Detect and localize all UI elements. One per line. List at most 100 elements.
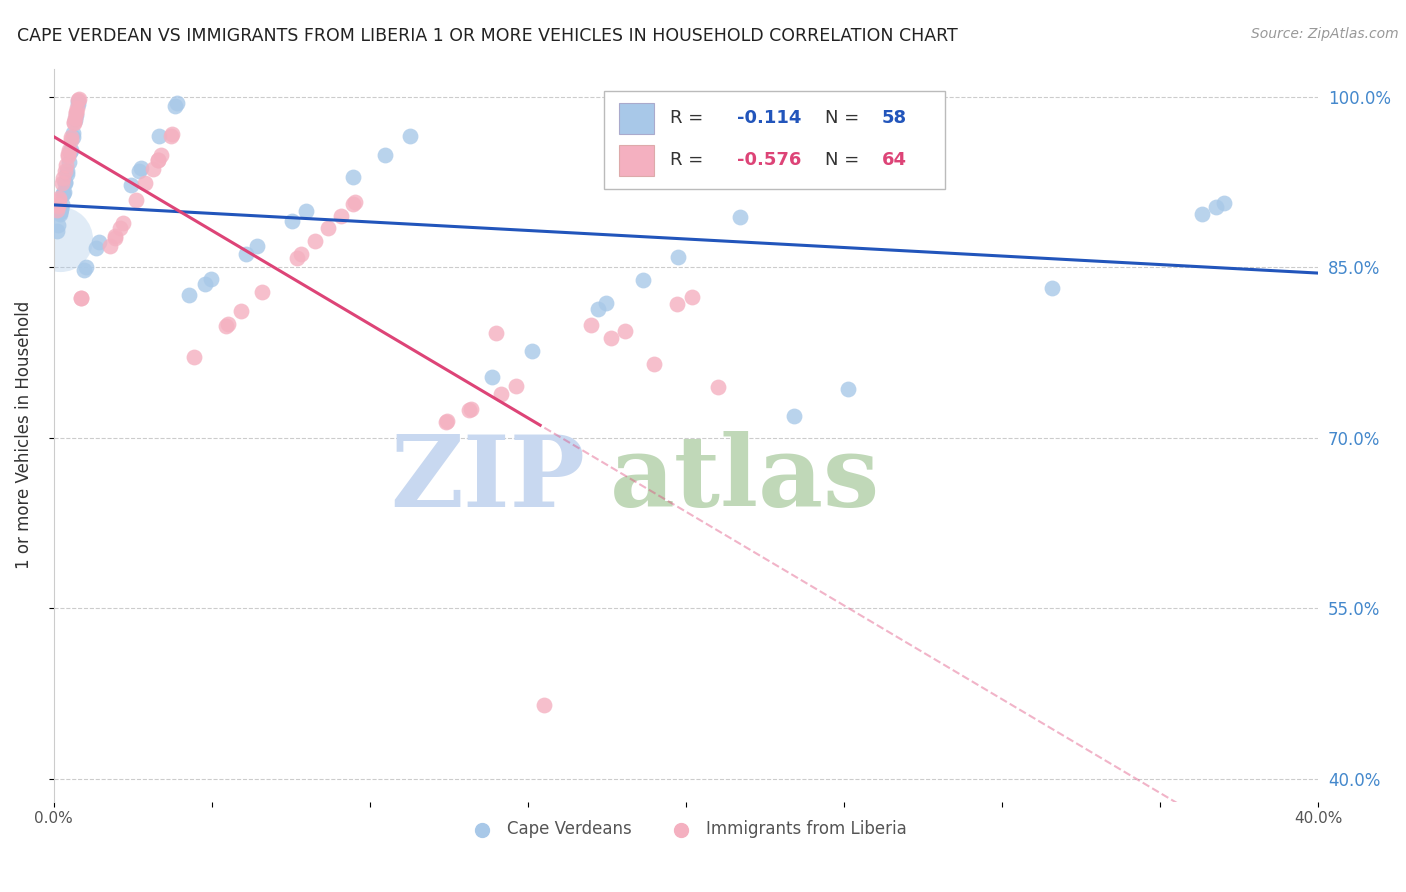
Point bbox=[146, 153, 169, 167]
Point bbox=[134, 177, 156, 191]
Point bbox=[142, 162, 165, 177]
FancyBboxPatch shape bbox=[603, 90, 945, 189]
Text: Source: ZipAtlas.com: Source: ZipAtlas.com bbox=[1251, 27, 1399, 41]
Point bbox=[46, 198, 69, 212]
Point bbox=[485, 326, 508, 340]
Point bbox=[1191, 207, 1213, 221]
Text: 64: 64 bbox=[882, 151, 907, 169]
Point bbox=[59, 143, 82, 157]
Point bbox=[217, 317, 239, 331]
Point bbox=[316, 221, 339, 235]
Point bbox=[98, 239, 121, 253]
Point bbox=[533, 698, 555, 712]
Text: -0.114: -0.114 bbox=[737, 110, 801, 128]
Point bbox=[49, 232, 72, 246]
Point bbox=[837, 382, 859, 396]
Point bbox=[215, 318, 238, 333]
Point bbox=[65, 105, 87, 120]
Point bbox=[51, 197, 73, 211]
Point bbox=[614, 324, 637, 338]
Text: CAPE VERDEAN VS IMMIGRANTS FROM LIBERIA 1 OR MORE VEHICLES IN HOUSEHOLD CORRELAT: CAPE VERDEAN VS IMMIGRANTS FROM LIBERIA … bbox=[17, 27, 957, 45]
Point bbox=[246, 239, 269, 253]
Point bbox=[62, 129, 84, 144]
Point bbox=[149, 147, 172, 161]
Legend: Cape Verdeans, Immigrants from Liberia: Cape Verdeans, Immigrants from Liberia bbox=[458, 814, 914, 845]
Text: ZIP: ZIP bbox=[389, 431, 585, 527]
Point bbox=[63, 115, 86, 129]
Point bbox=[160, 128, 183, 142]
Point bbox=[1040, 281, 1063, 295]
Point bbox=[177, 288, 200, 302]
Point bbox=[1205, 200, 1227, 214]
Point bbox=[67, 93, 90, 107]
Point bbox=[65, 108, 87, 122]
Point bbox=[329, 209, 352, 223]
Point bbox=[728, 210, 751, 224]
Point bbox=[55, 159, 77, 173]
Point bbox=[70, 291, 93, 305]
Point bbox=[290, 247, 312, 261]
Point bbox=[374, 147, 396, 161]
Point bbox=[129, 161, 152, 176]
Point bbox=[49, 205, 72, 219]
Point bbox=[66, 102, 89, 116]
Point bbox=[280, 214, 302, 228]
Point bbox=[436, 414, 458, 428]
Point bbox=[73, 263, 96, 277]
Point bbox=[89, 235, 111, 250]
Point bbox=[285, 251, 308, 265]
Point bbox=[235, 247, 257, 261]
Point bbox=[59, 133, 82, 147]
Point bbox=[56, 164, 79, 178]
Point bbox=[304, 234, 326, 248]
Point bbox=[342, 170, 364, 185]
Point bbox=[434, 415, 457, 429]
Point bbox=[48, 191, 70, 205]
Point bbox=[586, 301, 609, 316]
Point bbox=[63, 116, 86, 130]
Point bbox=[46, 202, 69, 217]
Point bbox=[148, 128, 170, 143]
Point bbox=[489, 387, 512, 401]
Point bbox=[600, 331, 623, 345]
Point bbox=[49, 207, 72, 221]
Text: R =: R = bbox=[669, 151, 709, 169]
Point bbox=[505, 379, 527, 393]
Point bbox=[104, 229, 127, 244]
Point bbox=[67, 94, 90, 108]
Point bbox=[65, 105, 87, 120]
Point bbox=[52, 186, 75, 201]
Point bbox=[120, 178, 142, 193]
Point bbox=[643, 357, 665, 371]
Text: -0.576: -0.576 bbox=[737, 151, 801, 169]
Bar bbox=[619, 103, 654, 134]
Point bbox=[520, 344, 543, 359]
Point bbox=[56, 147, 79, 161]
Point bbox=[48, 193, 70, 207]
Point bbox=[70, 291, 93, 305]
Point bbox=[60, 130, 83, 145]
Point bbox=[49, 202, 72, 216]
Point bbox=[160, 129, 183, 144]
Point bbox=[146, 153, 169, 167]
Point bbox=[66, 96, 89, 111]
Point bbox=[46, 219, 69, 233]
Point bbox=[631, 272, 654, 286]
Point bbox=[166, 96, 188, 111]
Point bbox=[53, 175, 76, 189]
Point bbox=[49, 205, 72, 219]
Text: N =: N = bbox=[825, 110, 865, 128]
Point bbox=[51, 176, 73, 190]
Point bbox=[342, 197, 364, 211]
Point bbox=[294, 204, 316, 219]
Point bbox=[62, 127, 84, 141]
Point bbox=[595, 296, 617, 310]
Point bbox=[55, 168, 77, 182]
Point bbox=[46, 223, 69, 237]
Point bbox=[457, 403, 479, 417]
Point bbox=[124, 193, 146, 207]
Point bbox=[706, 380, 728, 394]
Point bbox=[59, 145, 82, 159]
Point bbox=[460, 401, 482, 416]
Point bbox=[58, 154, 80, 169]
